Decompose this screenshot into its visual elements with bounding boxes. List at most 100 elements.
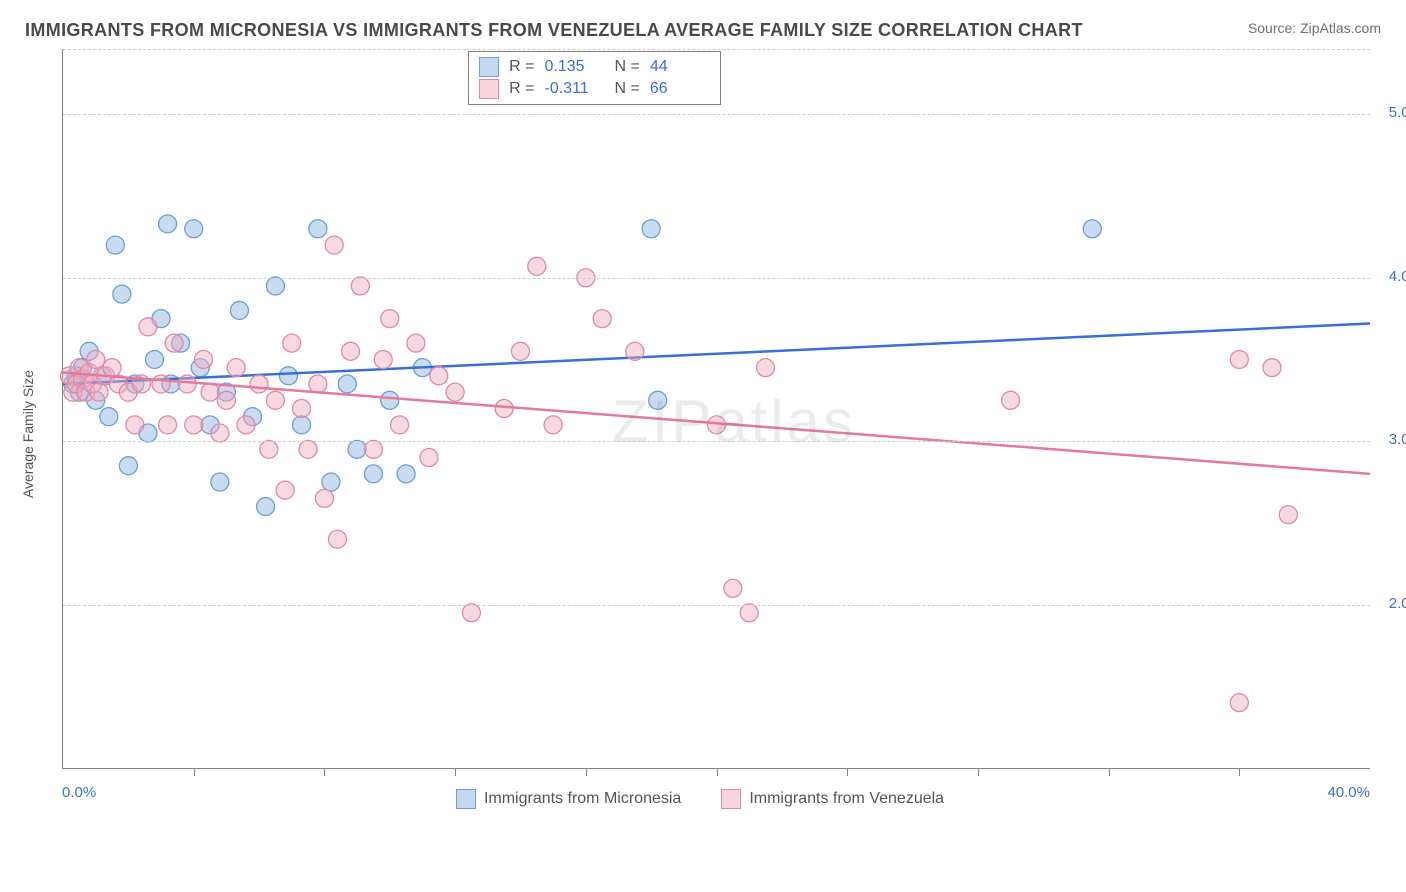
scatter-point	[309, 375, 327, 393]
stat-row: R = 0.135 N = 44	[479, 56, 710, 78]
scatter-point	[299, 440, 317, 458]
scatter-point	[139, 318, 157, 336]
scatter-point	[649, 391, 667, 409]
legend-label: Immigrants from Micronesia	[484, 790, 681, 808]
scatter-point	[276, 481, 294, 499]
scatter-point	[430, 367, 448, 385]
x-tick	[717, 768, 718, 776]
gridline	[63, 605, 1370, 606]
x-tick	[978, 768, 979, 776]
chart-title: IMMIGRANTS FROM MICRONESIA VS IMMIGRANTS…	[25, 20, 1083, 41]
scatter-point	[266, 277, 284, 295]
x-tick	[194, 768, 195, 776]
scatter-point	[1002, 391, 1020, 409]
scatter-point	[279, 367, 297, 385]
y-axis-label: Average Family Size	[20, 370, 36, 498]
scatter-point	[257, 498, 275, 516]
x-tick	[1239, 768, 1240, 776]
scatter-point	[381, 310, 399, 328]
header-row: IMMIGRANTS FROM MICRONESIA VS IMMIGRANTS…	[20, 20, 1386, 49]
scatter-point	[195, 350, 213, 368]
scatter-point	[293, 400, 311, 418]
source-attribution: Source: ZipAtlas.com	[1248, 20, 1381, 36]
scatter-point	[106, 236, 124, 254]
scatter-point	[283, 334, 301, 352]
scatter-point	[227, 359, 245, 377]
scatter-point	[593, 310, 611, 328]
scatter-point	[420, 449, 438, 467]
n-value: 44	[650, 58, 710, 76]
scatter-point	[87, 350, 105, 368]
legend-swatch	[721, 789, 741, 809]
chart-area: Average Family Size ZIPatlas R = 0.135 N…	[20, 49, 1380, 819]
scatter-point	[266, 391, 284, 409]
scatter-point	[159, 416, 177, 434]
r-value: 0.135	[545, 58, 605, 76]
x-tick	[847, 768, 848, 776]
r-label: R =	[509, 80, 534, 98]
gridline	[63, 278, 1370, 279]
scatter-point	[1083, 220, 1101, 238]
r-label: R =	[509, 58, 534, 76]
scatter-point	[397, 465, 415, 483]
scatter-svg	[63, 49, 1370, 768]
scatter-point	[201, 383, 219, 401]
scatter-point	[103, 359, 121, 377]
x-tick	[586, 768, 587, 776]
legend-item: Immigrants from Venezuela	[721, 789, 944, 809]
scatter-point	[211, 473, 229, 491]
scatter-point	[511, 342, 529, 360]
scatter-point	[315, 489, 333, 507]
scatter-point	[113, 285, 131, 303]
scatter-point	[237, 416, 255, 434]
scatter-point	[293, 416, 311, 434]
scatter-point	[642, 220, 660, 238]
scatter-point	[152, 375, 170, 393]
scatter-point	[462, 604, 480, 622]
plot-frame: ZIPatlas R = 0.135 N = 44 R = -0.311 N =…	[62, 49, 1370, 769]
scatter-point	[309, 220, 327, 238]
scatter-point	[185, 220, 203, 238]
series-swatch	[479, 57, 499, 77]
scatter-point	[250, 375, 268, 393]
scatter-point	[159, 215, 177, 233]
gridline	[63, 114, 1370, 115]
x-tick	[324, 768, 325, 776]
n-label: N =	[615, 58, 640, 76]
scatter-point	[544, 416, 562, 434]
scatter-point	[230, 301, 248, 319]
scatter-point	[364, 465, 382, 483]
y-tick-label: 3.00	[1389, 431, 1406, 448]
scatter-point	[528, 257, 546, 275]
scatter-point	[626, 342, 644, 360]
chart-container: IMMIGRANTS FROM MICRONESIA VS IMMIGRANTS…	[0, 0, 1406, 892]
scatter-point	[374, 350, 392, 368]
scatter-point	[185, 416, 203, 434]
x-tick	[455, 768, 456, 776]
scatter-point	[740, 604, 758, 622]
scatter-point	[90, 383, 108, 401]
stat-row: R = -0.311 N = 66	[479, 78, 710, 100]
scatter-point	[145, 350, 163, 368]
scatter-point	[1279, 506, 1297, 524]
scatter-point	[328, 530, 346, 548]
scatter-point	[325, 236, 343, 254]
scatter-point	[381, 391, 399, 409]
scatter-point	[495, 400, 513, 418]
series-swatch	[479, 79, 499, 99]
scatter-point	[338, 375, 356, 393]
n-label: N =	[615, 80, 640, 98]
scatter-point	[351, 277, 369, 295]
y-tick-label: 4.00	[1389, 268, 1406, 285]
scatter-point	[100, 408, 118, 426]
y-tick-label: 5.00	[1389, 104, 1406, 121]
scatter-point	[407, 334, 425, 352]
scatter-point	[348, 440, 366, 458]
scatter-point	[1230, 694, 1248, 712]
r-value: -0.311	[545, 80, 605, 98]
x-axis-max-label: 40.0%	[1327, 784, 1370, 801]
scatter-point	[1230, 350, 1248, 368]
scatter-point	[165, 334, 183, 352]
legend-label: Immigrants from Venezuela	[749, 790, 944, 808]
bottom-legend: Immigrants from Micronesia Immigrants fro…	[20, 789, 1380, 809]
